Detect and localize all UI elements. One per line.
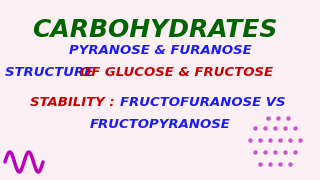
Text: STABILITY :: STABILITY : <box>30 96 119 109</box>
Text: CARBOHYDRATES: CARBOHYDRATES <box>32 18 278 42</box>
Text: STRUCTURE: STRUCTURE <box>5 66 98 78</box>
Text: FRUCTOPYRANOSE: FRUCTOPYRANOSE <box>90 118 230 132</box>
Text: FRUCTOFURANOSE VS: FRUCTOFURANOSE VS <box>120 96 285 109</box>
Text: PYRANOSE & FURANOSE: PYRANOSE & FURANOSE <box>69 44 251 57</box>
Text: OF GLUCOSE & FRUCTOSE: OF GLUCOSE & FRUCTOSE <box>80 66 273 78</box>
